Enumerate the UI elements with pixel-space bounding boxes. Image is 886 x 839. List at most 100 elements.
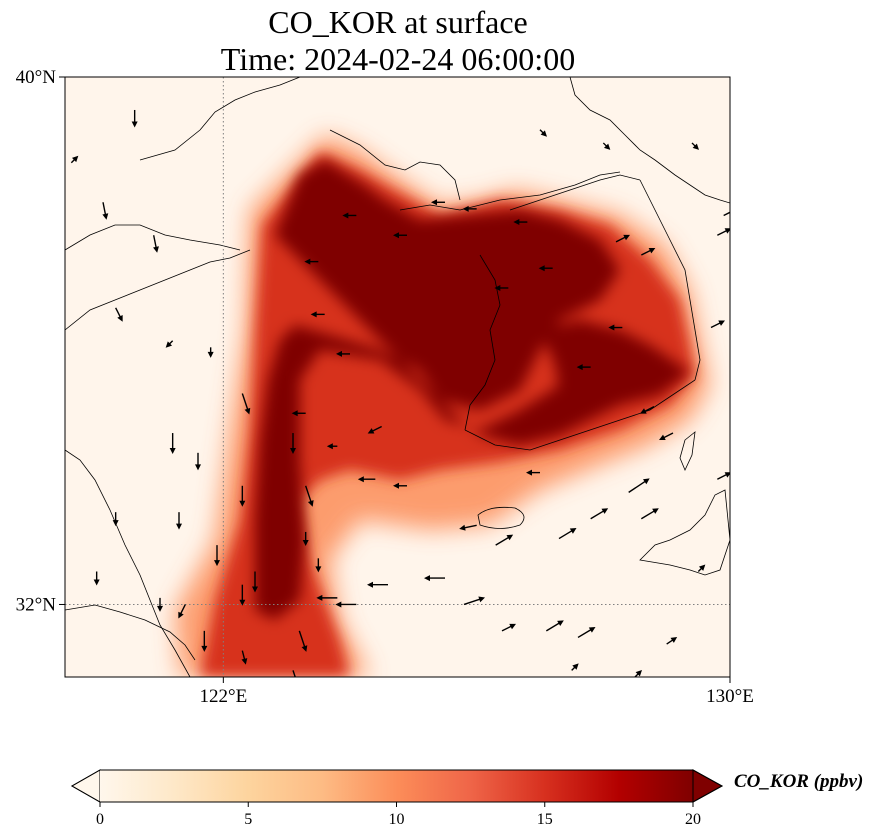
wind-arrow: [335, 601, 357, 608]
wind-arrow: [424, 575, 445, 582]
wind-arrow: [195, 452, 201, 471]
title-line-1: CO_KOR at surface: [268, 4, 527, 40]
coastlines: [65, 77, 730, 677]
wind-arrow: [495, 534, 514, 546]
wind-arrow: [291, 410, 306, 417]
wind-arrow: [302, 531, 309, 546]
coastline-liaodong: [139, 77, 301, 161]
wind-arrow: [241, 393, 251, 415]
wind-arrow: [494, 284, 509, 291]
wind-arrow: [310, 311, 325, 318]
coastline-korea-north-west: [399, 171, 621, 211]
wind-arrow: [112, 512, 119, 527]
wind-arrow: [459, 524, 477, 531]
wind-arrow: [357, 476, 376, 483]
colorbar-ticks: 0 5 10 15 20: [96, 802, 701, 828]
colorbar: 0 5 10 15 20 CO_KOR (ppbv): [70, 769, 863, 828]
coastline-jeju: [477, 506, 525, 529]
wind-arrow: [576, 364, 591, 371]
wind-arrow: [710, 320, 725, 329]
coastline-shandong: [65, 249, 251, 331]
plume-core: [255, 160, 690, 620]
wind-arrow: [214, 545, 220, 567]
wind-arrow: [152, 235, 159, 253]
lon-tick-label: 122°E: [199, 686, 247, 707]
wind-arrow: [70, 155, 79, 164]
wind-arrow: [659, 432, 674, 441]
coastline-yalu: [509, 174, 641, 211]
coastline-north-china-east: [65, 449, 191, 677]
wind-arrow: [102, 202, 109, 220]
wind-arrow: [615, 234, 630, 243]
colorbar-bar: [100, 770, 693, 802]
wind-arrow: [178, 604, 186, 619]
coastline-liaodong-bay: [329, 129, 461, 201]
wind-arrow: [723, 211, 730, 217]
colorbar-extend-high: [692, 769, 724, 803]
wind-arrow: [691, 142, 699, 150]
wind-arrow: [463, 596, 485, 606]
colorbar-tick-label: 0: [96, 811, 104, 828]
wind-arrow: [538, 265, 553, 272]
wind-arrow: [571, 663, 579, 671]
coastline-korea-east: [639, 179, 701, 381]
coastline-yangtze-mouth: [65, 604, 196, 661]
wind-vectors: [70, 109, 730, 677]
wind-arrow: [641, 248, 656, 256]
wind-arrow: [131, 109, 138, 128]
wind-arrow: [93, 571, 100, 586]
wind-arrow: [292, 670, 296, 677]
plume-core-east: [540, 320, 690, 410]
colorbar-tick-label: 15: [537, 811, 553, 828]
colorbar-tick-label: 5: [244, 811, 252, 828]
coastline-korea-west: [464, 254, 501, 431]
coastline-tsushima: [679, 431, 696, 471]
wind-arrow: [501, 623, 516, 632]
gridlines: [65, 77, 730, 677]
wind-arrow: [304, 258, 319, 265]
wind-arrow: [539, 129, 547, 137]
map-frame: [64, 76, 731, 678]
wind-arrow: [252, 571, 258, 593]
wind-arrow: [717, 472, 730, 480]
lat-tick-label: 32°N: [16, 594, 57, 615]
wind-arrow: [169, 433, 176, 455]
wind-arrow: [336, 350, 350, 357]
pollution-plume: [175, 135, 710, 677]
wind-arrow: [326, 443, 338, 450]
colorbar-label: CO_KOR (ppbv): [734, 771, 863, 792]
wind-arrow: [431, 199, 445, 206]
wind-arrow: [298, 630, 308, 652]
wind-arrow: [367, 581, 388, 588]
lon-tick-label: 130°E: [706, 686, 754, 707]
wind-arrow: [526, 469, 540, 476]
wind-arrow: [342, 212, 357, 219]
wind-arrow: [640, 508, 659, 520]
wind-arrow: [157, 597, 163, 612]
wind-arrow: [666, 637, 678, 645]
wind-arrow: [640, 406, 655, 414]
wind-arrow: [315, 558, 322, 573]
wind-arrow: [590, 508, 609, 520]
wind-arrow: [462, 205, 477, 212]
wind-arrow: [305, 485, 314, 507]
plume-core-shape: [255, 160, 675, 620]
wind-arrow: [628, 478, 650, 493]
wind-arrow: [513, 219, 528, 226]
wind-arrow: [697, 564, 706, 573]
wind-arrow: [115, 307, 123, 322]
wind-arrow: [558, 528, 577, 540]
map-panel: 122°E 130°E 40°N 32°N: [16, 67, 754, 707]
wind-arrow: [239, 584, 246, 606]
title-line-2: Time: 2024-02-24 06:00:00: [221, 41, 575, 77]
wind-arrow: [608, 324, 623, 331]
wind-arrow: [393, 482, 407, 489]
coastline-kyushu: [639, 489, 730, 576]
colorbar-extend-low: [70, 769, 101, 803]
coastline-bohai-west: [65, 224, 241, 251]
wind-arrow: [393, 232, 407, 239]
wind-arrow: [367, 425, 382, 434]
wind-arrow: [165, 340, 174, 348]
wind-arrow: [290, 433, 296, 455]
